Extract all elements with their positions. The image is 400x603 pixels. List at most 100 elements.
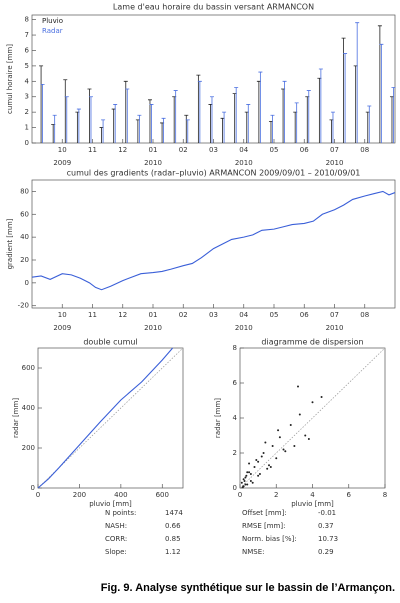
y-tick-label: 6 — [233, 379, 238, 387]
spike — [149, 104, 154, 143]
y-tick-label: 1 — [25, 124, 29, 132]
spike — [125, 88, 130, 143]
stat-value: -0.01 — [318, 509, 336, 517]
scatter-point — [284, 450, 287, 453]
spike — [209, 96, 214, 143]
scatter-point — [262, 452, 265, 454]
scatter-point — [260, 455, 263, 458]
x-tick-label: 200 — [73, 491, 86, 499]
scatter-point — [251, 481, 254, 484]
spike — [196, 74, 201, 143]
scatter-point — [320, 396, 323, 398]
spike — [64, 96, 69, 143]
stat-value: 1474 — [165, 509, 183, 517]
x-axis-label: pluvio [mm] — [291, 500, 334, 508]
x-tick-label: 10 — [58, 311, 67, 319]
y-tick-label: 600 — [22, 364, 35, 372]
spike — [367, 105, 372, 143]
spike — [343, 53, 348, 143]
scatter-point — [240, 481, 243, 484]
scatter-point — [289, 424, 292, 426]
scatter-point — [243, 480, 246, 482]
y-tick-label: 2 — [25, 108, 29, 116]
x-tick-label: 4 — [310, 491, 315, 499]
spike — [318, 68, 323, 143]
x-tick-label: 05 — [270, 311, 279, 319]
x-tick-label: 03 — [209, 146, 218, 154]
series-line — [37, 347, 174, 489]
spike — [185, 119, 190, 143]
stat-value: 0.85 — [165, 535, 181, 543]
y-axis-label: radar [mm] — [12, 398, 20, 438]
year-label: 2010 — [326, 159, 344, 167]
spike — [282, 80, 287, 143]
scatter-point — [249, 480, 252, 482]
scatter-point — [297, 385, 299, 388]
spike — [270, 114, 275, 143]
x-tick-label: 03 — [209, 311, 218, 319]
stat-label: CORR: — [105, 535, 127, 543]
chart-title: diagramme de dispersion — [261, 338, 363, 347]
x-tick-label: 02 — [179, 311, 188, 319]
scatter-point — [298, 413, 301, 416]
x-tick-label: 12 — [118, 146, 127, 154]
chart-title: cumul des gradients (radar–pluvio) ARMAN… — [67, 169, 361, 178]
spike — [294, 102, 299, 143]
x-tick-label: 600 — [156, 491, 169, 499]
stat-label: Norm. bias [%]: — [242, 535, 297, 543]
scatter-point — [278, 436, 281, 439]
y-axis-label: gradient [mm] — [6, 218, 14, 269]
year-label: 2010 — [235, 324, 253, 332]
y-tick-label: 4 — [233, 414, 238, 422]
spike — [330, 111, 335, 143]
spike — [246, 104, 251, 143]
spike — [341, 37, 346, 143]
spike — [391, 87, 396, 143]
x-tick-label: 12 — [118, 311, 127, 319]
spike — [147, 99, 152, 143]
spike — [379, 43, 384, 143]
spike — [87, 88, 92, 143]
y-tick-label: 20 — [20, 256, 29, 264]
y-tick-label: 0 — [25, 139, 29, 147]
y-tick-label: 8 — [233, 344, 237, 352]
stat-label: N points: — [105, 509, 136, 517]
stat-value: 0.29 — [318, 548, 334, 556]
x-tick-label: 02 — [179, 146, 188, 154]
y-tick-label: 0 — [31, 484, 35, 492]
scatter-point — [258, 473, 261, 475]
scatter-point — [242, 478, 245, 481]
y-tick-label: 4 — [25, 77, 30, 85]
y-tick-label: 0 — [233, 484, 237, 492]
x-tick-label: 11 — [88, 146, 97, 154]
scatter-point — [249, 473, 252, 475]
scatter-point — [241, 486, 244, 489]
y-tick-label: 80 — [20, 187, 29, 195]
x-tick-label: 6 — [347, 491, 352, 499]
spike — [197, 80, 202, 143]
y-tick-label: 200 — [22, 444, 35, 452]
spike — [355, 22, 360, 143]
spike — [88, 96, 93, 143]
scatter-point — [245, 474, 248, 477]
scatter-point — [257, 460, 260, 463]
y-tick-label: -20 — [18, 302, 29, 310]
chart-title: double cumul — [83, 338, 137, 347]
spike — [377, 25, 382, 143]
spike — [258, 71, 263, 143]
x-axis-label: pluvio [mm] — [89, 500, 132, 508]
spike — [63, 79, 68, 143]
spike — [173, 90, 178, 143]
spike — [76, 108, 81, 143]
y-axis-label: radar [mm] — [214, 398, 222, 438]
scatter-point — [266, 467, 269, 470]
x-tick-label: 06 — [300, 146, 309, 154]
legend-label: Radar — [42, 27, 63, 35]
y-tick-label: 40 — [20, 233, 29, 241]
x-tick-label: 01 — [149, 311, 158, 319]
x-tick-label: 04 — [239, 311, 248, 319]
spike — [39, 65, 44, 143]
scatter-point — [244, 483, 247, 486]
stat-value: 1.12 — [165, 548, 181, 556]
scatter-point — [277, 429, 280, 432]
